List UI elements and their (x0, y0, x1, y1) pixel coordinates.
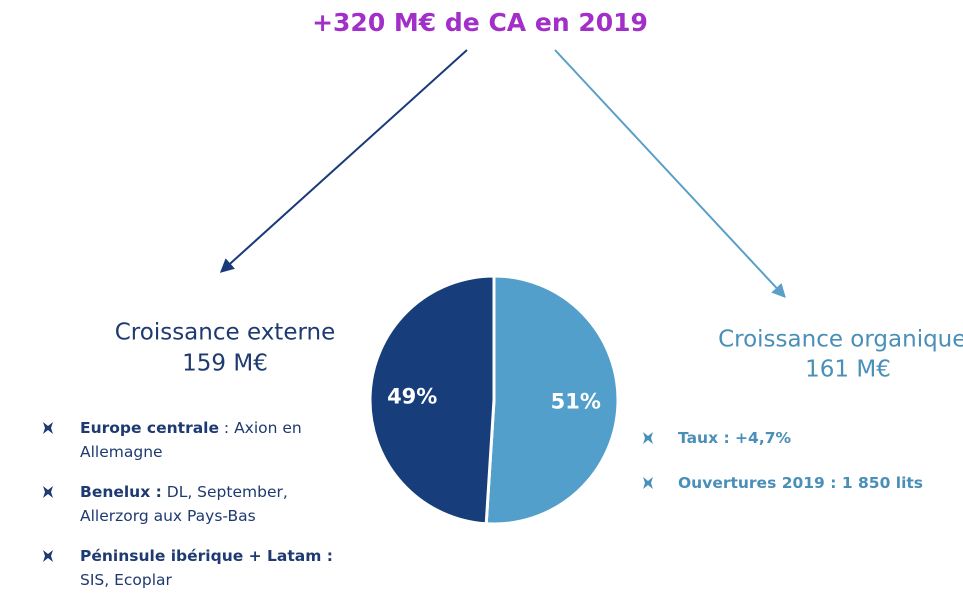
pie: 51% 49% (368, 274, 620, 526)
right-amount: 161 M€ (805, 357, 891, 383)
bullet-text: Péninsule ibérique + Latam : (80, 547, 333, 565)
bullets: Taux : +4,7% Ouvertures 2019 : 1 850 lits… (43, 419, 923, 589)
slice-label: 51% (551, 390, 601, 414)
bullet-segment: Péninsule ibérique + Latam : (80, 547, 333, 565)
bullet-text: Allemagne (80, 443, 163, 461)
bullet-segment: Benelux : (80, 483, 162, 501)
bullet-segment: SIS, Ecoplar (80, 571, 173, 589)
bullet-marker (43, 550, 53, 562)
bullet-segment: Allerzorg aux Pays-Bas (80, 507, 256, 525)
pie-slice (368, 274, 496, 526)
bullet-marker (643, 477, 653, 489)
bullet-segment: Europe centrale (80, 419, 219, 437)
bullet-marker (43, 422, 53, 434)
bullet-marker (43, 486, 53, 498)
bullet-text: Allerzorg aux Pays-Bas (80, 507, 256, 525)
arrow (554, 49, 786, 299)
bullet-marker (643, 432, 653, 444)
bullet-text: Ouvertures 2019 : 1 850 lits (678, 474, 923, 492)
bullet-segment: DL, September, (162, 483, 288, 501)
bullet-segment: Allemagne (80, 443, 163, 461)
right-heading: Croissance organique* (718, 327, 963, 353)
left-amount: 159 M€ (182, 351, 268, 377)
bullet-segment: : Axion en (219, 419, 302, 437)
title: +320 M€ de CA en 2019 (312, 8, 648, 37)
bullet-segment: Taux : +4,7% (678, 429, 792, 447)
slice-label: 49% (387, 384, 437, 408)
bullet-text: Benelux : DL, September, (80, 483, 288, 501)
bullet-text: SIS, Ecoplar (80, 571, 173, 589)
bullet-text: Taux : +4,7% (678, 429, 792, 447)
arrow (219, 49, 468, 273)
pie-slice (484, 274, 620, 526)
left-heading: Croissance externe (115, 320, 336, 346)
bullet-segment: Ouvertures 2019 : 1 850 lits (678, 474, 923, 492)
bullet-text: Europe centrale : Axion en (80, 419, 302, 437)
